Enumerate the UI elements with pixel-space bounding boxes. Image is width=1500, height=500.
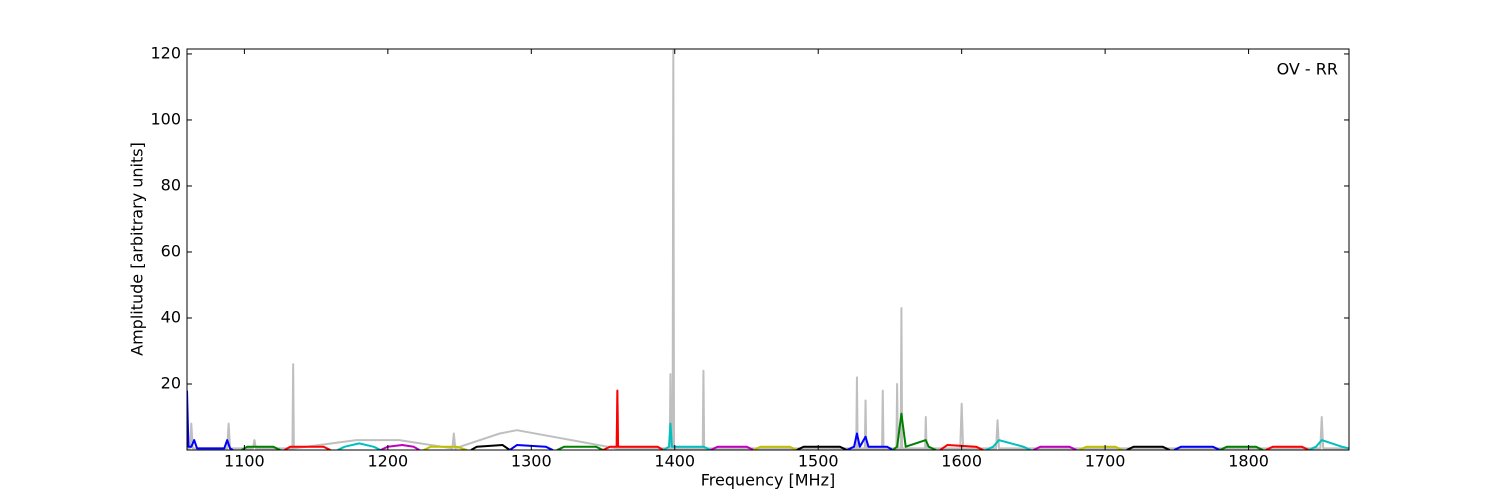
series-line [710, 445, 755, 450]
x-tick-label: 1400 [654, 452, 695, 471]
x-tick-label: 1600 [941, 452, 982, 471]
series-line [470, 444, 511, 450]
y-tick-label: 60 [161, 241, 181, 260]
plot-lines [187, 49, 1349, 450]
y-tick-label: 100 [150, 109, 181, 128]
x-tick-label: 1500 [798, 452, 839, 471]
series-line [380, 444, 420, 450]
x-axis-label: Frequency [MHz] [701, 471, 835, 490]
x-tick-label: 1100 [224, 452, 265, 471]
x-tick-label: 1200 [367, 452, 408, 471]
x-tick-label: 1800 [1228, 452, 1269, 471]
series-line [846, 432, 894, 450]
series-line [1126, 445, 1171, 450]
series-line [187, 390, 234, 450]
series-line [337, 442, 382, 450]
series-line [753, 445, 798, 450]
annotation: OV - RR [1277, 60, 1338, 79]
series-line [985, 439, 1031, 450]
series-line [892, 412, 937, 450]
y-tick-label: 120 [150, 43, 181, 62]
series-line [423, 445, 468, 450]
series-line [662, 422, 712, 450]
series-line [1219, 445, 1264, 450]
x-tick-label: 1700 [1085, 452, 1126, 471]
x-tick-label: 1300 [511, 452, 552, 471]
series-line [556, 445, 604, 450]
series-line [796, 445, 848, 450]
y-tick-label: 40 [161, 307, 181, 326]
series-line [284, 445, 331, 450]
series-line [1032, 445, 1077, 450]
series-line [1173, 445, 1221, 450]
y-tick-label: 20 [161, 373, 181, 392]
series-line [1078, 445, 1123, 450]
series-line [1308, 439, 1349, 450]
series-line [602, 389, 664, 450]
plot-frame [186, 48, 1350, 451]
y-tick-label: 80 [161, 175, 181, 194]
y-axis-label: Amplitude [arbitrary units] [128, 142, 147, 356]
series-line [1265, 445, 1310, 450]
